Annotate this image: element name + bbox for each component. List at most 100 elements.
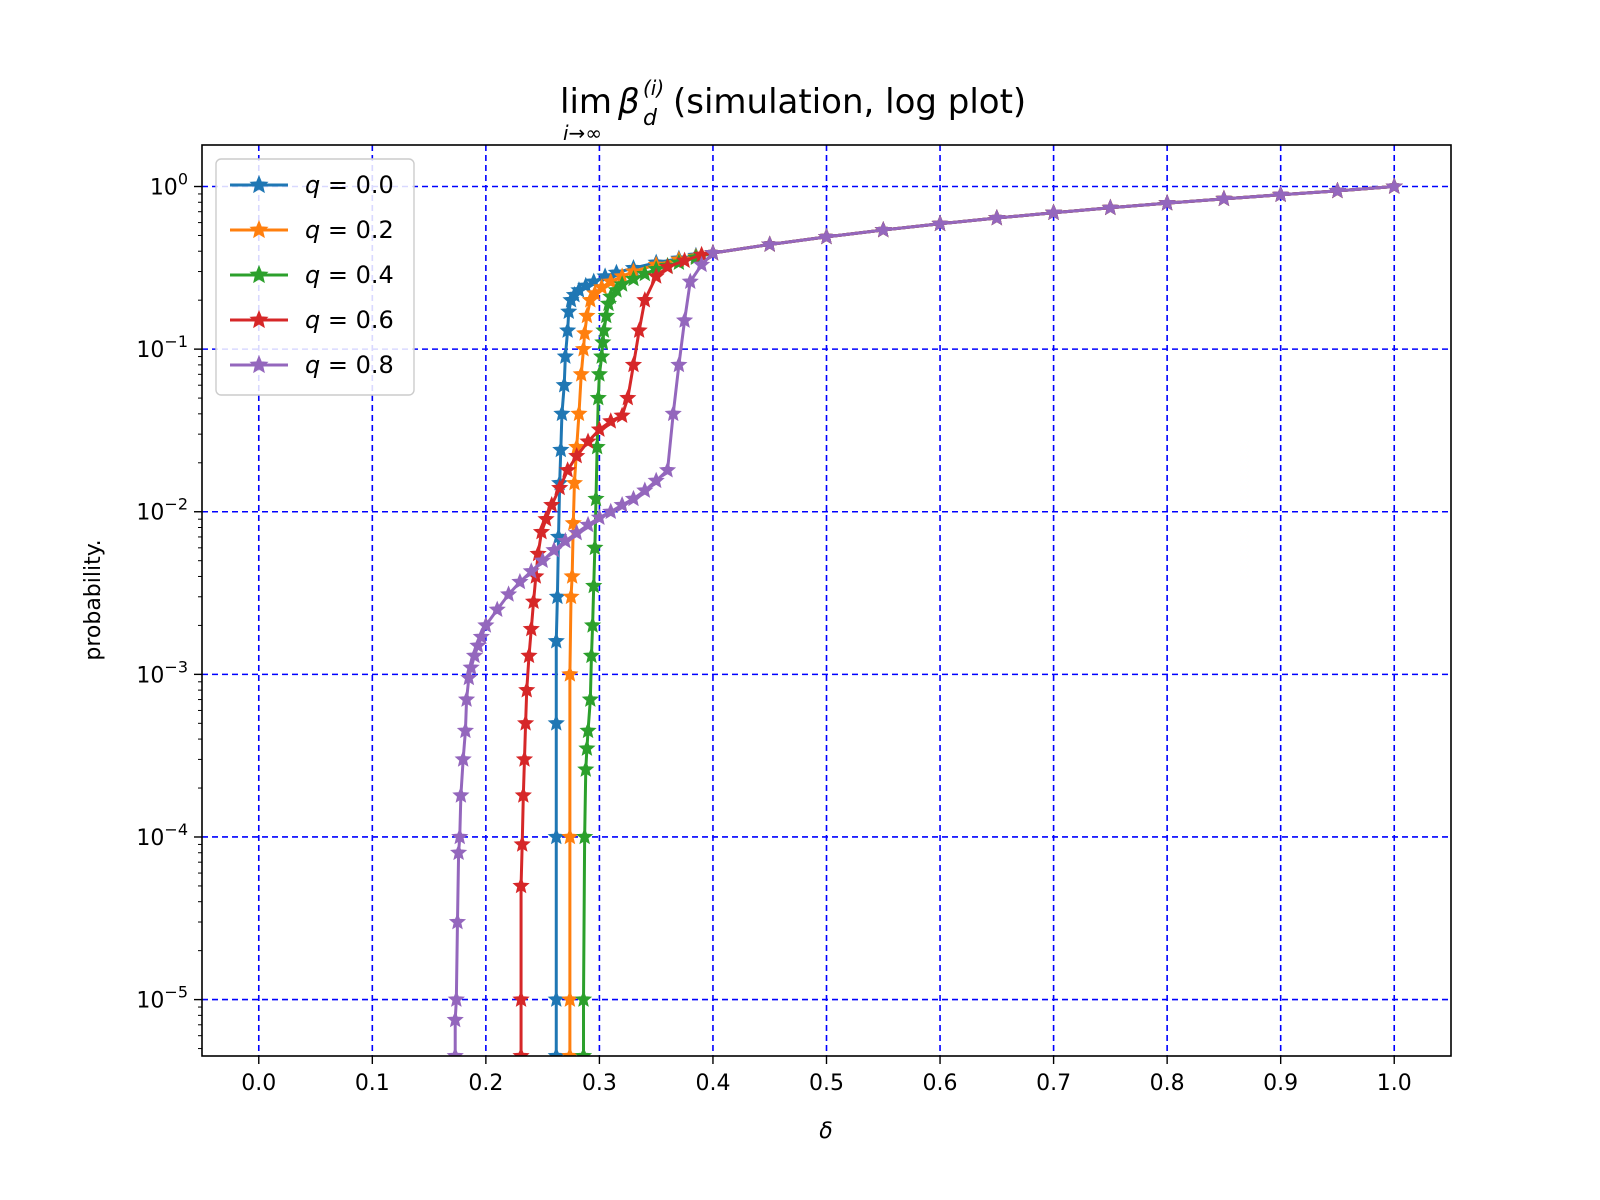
legend-label-var: q bbox=[305, 216, 320, 244]
legend-label-var: q bbox=[305, 171, 320, 199]
data-point bbox=[1272, 185, 1290, 203]
data-point bbox=[874, 220, 892, 238]
data-point bbox=[658, 257, 677, 275]
data-point bbox=[595, 321, 613, 338]
data-point bbox=[524, 592, 543, 609]
y-tick-label: 10−3 bbox=[136, 657, 188, 688]
data-point bbox=[670, 355, 688, 373]
series-2 bbox=[561, 177, 1403, 1056]
data-point bbox=[574, 990, 593, 1007]
data-point bbox=[692, 255, 711, 273]
legend-marker bbox=[249, 354, 269, 374]
series-line bbox=[554, 185, 1395, 1056]
data-point bbox=[624, 489, 643, 507]
y-tick-exponent: −2 bbox=[164, 495, 188, 514]
y-axis-label: probability. bbox=[81, 539, 106, 660]
data-point bbox=[613, 495, 631, 513]
data-point bbox=[931, 214, 949, 232]
x-axis-label: δ bbox=[819, 1119, 832, 1144]
data-point bbox=[520, 646, 538, 664]
y-tick-base: 10 bbox=[136, 989, 164, 1014]
data-point bbox=[761, 235, 779, 252]
data-point bbox=[579, 432, 597, 449]
y-tick-label: 10−2 bbox=[136, 495, 188, 526]
x-tick-label: 0.6 bbox=[923, 1071, 958, 1096]
data-point bbox=[619, 389, 637, 406]
data-point bbox=[511, 572, 529, 590]
data-point bbox=[581, 690, 599, 707]
data-point bbox=[560, 302, 578, 319]
x-tick-label: 0.1 bbox=[355, 1071, 390, 1096]
y-tick-exponent: −3 bbox=[164, 657, 188, 676]
series-line bbox=[568, 185, 1395, 1056]
data-point bbox=[624, 269, 643, 287]
series-line bbox=[453, 185, 1395, 1056]
data-point bbox=[570, 404, 588, 422]
y-tick-exponent: −5 bbox=[164, 983, 188, 1002]
data-point bbox=[454, 750, 472, 767]
series-5 bbox=[446, 177, 1403, 1056]
series-3 bbox=[574, 177, 1403, 1056]
legend-label-val: 0.6 bbox=[356, 306, 394, 334]
y-tick-base: 10 bbox=[136, 338, 164, 363]
x-tick-label: 0.0 bbox=[241, 1071, 276, 1096]
data-point bbox=[613, 275, 631, 292]
legend-label-val: 0.2 bbox=[356, 216, 394, 244]
data-point bbox=[579, 515, 597, 533]
legend-marker bbox=[249, 309, 269, 329]
data-point bbox=[817, 227, 836, 245]
data-point bbox=[586, 538, 604, 556]
data-point bbox=[576, 827, 594, 845]
series-1 bbox=[547, 177, 1403, 1056]
legend-marker bbox=[249, 219, 269, 239]
y-tick-label: 10−4 bbox=[136, 820, 188, 851]
data-point bbox=[572, 365, 590, 382]
data-point bbox=[1101, 198, 1119, 216]
data-point bbox=[576, 324, 594, 341]
data-point bbox=[517, 714, 535, 731]
data-point bbox=[578, 306, 596, 324]
data-point bbox=[446, 1010, 464, 1028]
series-line bbox=[582, 185, 1395, 1056]
legend-label-op: = bbox=[320, 216, 355, 244]
series-group bbox=[446, 177, 1403, 1056]
legend-label-val: 0.0 bbox=[356, 171, 394, 199]
data-point bbox=[559, 321, 577, 338]
title-subscript: d bbox=[643, 106, 658, 131]
data-point bbox=[556, 532, 574, 549]
data-point bbox=[457, 690, 476, 707]
legend-marker bbox=[249, 264, 269, 284]
data-point bbox=[597, 306, 615, 324]
chart-title: lim β d (i) i→∞ (simulation, log plot) bbox=[560, 76, 1026, 145]
data-point bbox=[452, 786, 470, 803]
y-tick-exponent: −4 bbox=[164, 820, 188, 839]
data-point bbox=[446, 1046, 464, 1056]
data-point bbox=[636, 291, 654, 308]
x-tick-label: 0.8 bbox=[1150, 1071, 1185, 1096]
data-point bbox=[675, 251, 694, 268]
legend-label-val: 0.8 bbox=[356, 351, 394, 379]
data-point bbox=[1215, 189, 1233, 207]
title-text: (simulation, log plot) bbox=[673, 82, 1026, 122]
legend-label: q = 0.2 bbox=[305, 216, 394, 244]
data-point bbox=[602, 412, 620, 429]
legend-label: q = 0.0 bbox=[305, 171, 394, 199]
data-point bbox=[456, 721, 475, 739]
data-point bbox=[658, 461, 677, 478]
data-point bbox=[602, 272, 620, 289]
data-point bbox=[556, 347, 574, 364]
data-point bbox=[561, 665, 579, 682]
legend: q = 0.0q = 0.2q = 0.4q = 0.6q = 0.8 bbox=[215, 158, 415, 396]
data-point bbox=[1044, 203, 1063, 221]
legend-label-var: q bbox=[305, 306, 320, 334]
legend-label-val: 0.4 bbox=[356, 261, 394, 289]
data-point bbox=[559, 461, 577, 478]
data-point bbox=[578, 739, 596, 756]
title-beta: β bbox=[617, 82, 640, 122]
legend-item: q = 0.8 bbox=[230, 351, 394, 379]
data-point bbox=[563, 567, 581, 584]
data-point bbox=[636, 264, 654, 282]
data-point bbox=[561, 827, 579, 845]
data-point bbox=[547, 714, 565, 731]
